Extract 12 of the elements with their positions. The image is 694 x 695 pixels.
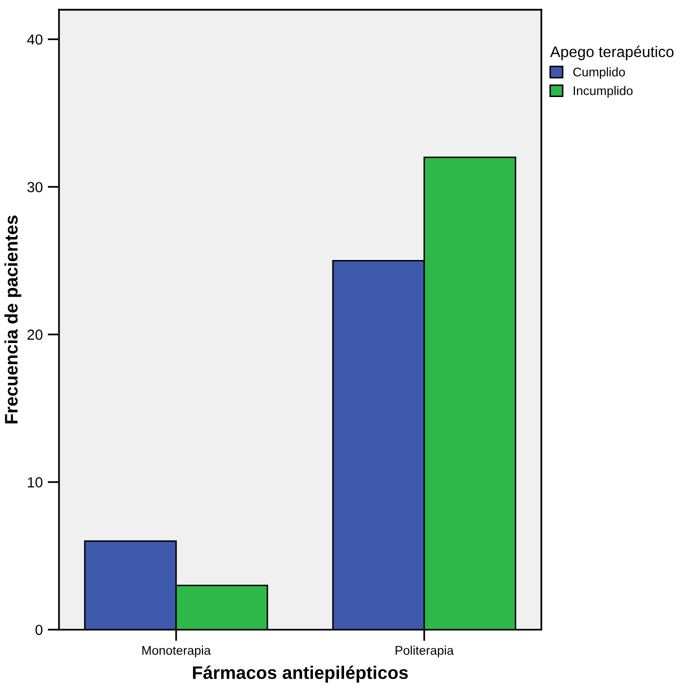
- x-tick-label: Monoterapia: [142, 646, 211, 658]
- y-tick-label: 0: [35, 624, 42, 636]
- y-axis-title: Frecuencia de pacientes: [4, 216, 22, 424]
- y-tick-label: 30: [27, 182, 42, 192]
- legend-title: Apego terapéutico: [550, 46, 674, 60]
- y-tick-label: 20: [28, 330, 42, 340]
- y-tick-label: 10: [28, 477, 42, 488]
- x-tick-label: Politerapia: [396, 646, 454, 658]
- legend-label: Cumplido: [573, 67, 625, 79]
- y-tick-label: 40: [27, 34, 42, 45]
- legend-label: Incumplido: [574, 86, 633, 98]
- x-axis-title: Fármacos antiepilépticos: [193, 666, 408, 683]
